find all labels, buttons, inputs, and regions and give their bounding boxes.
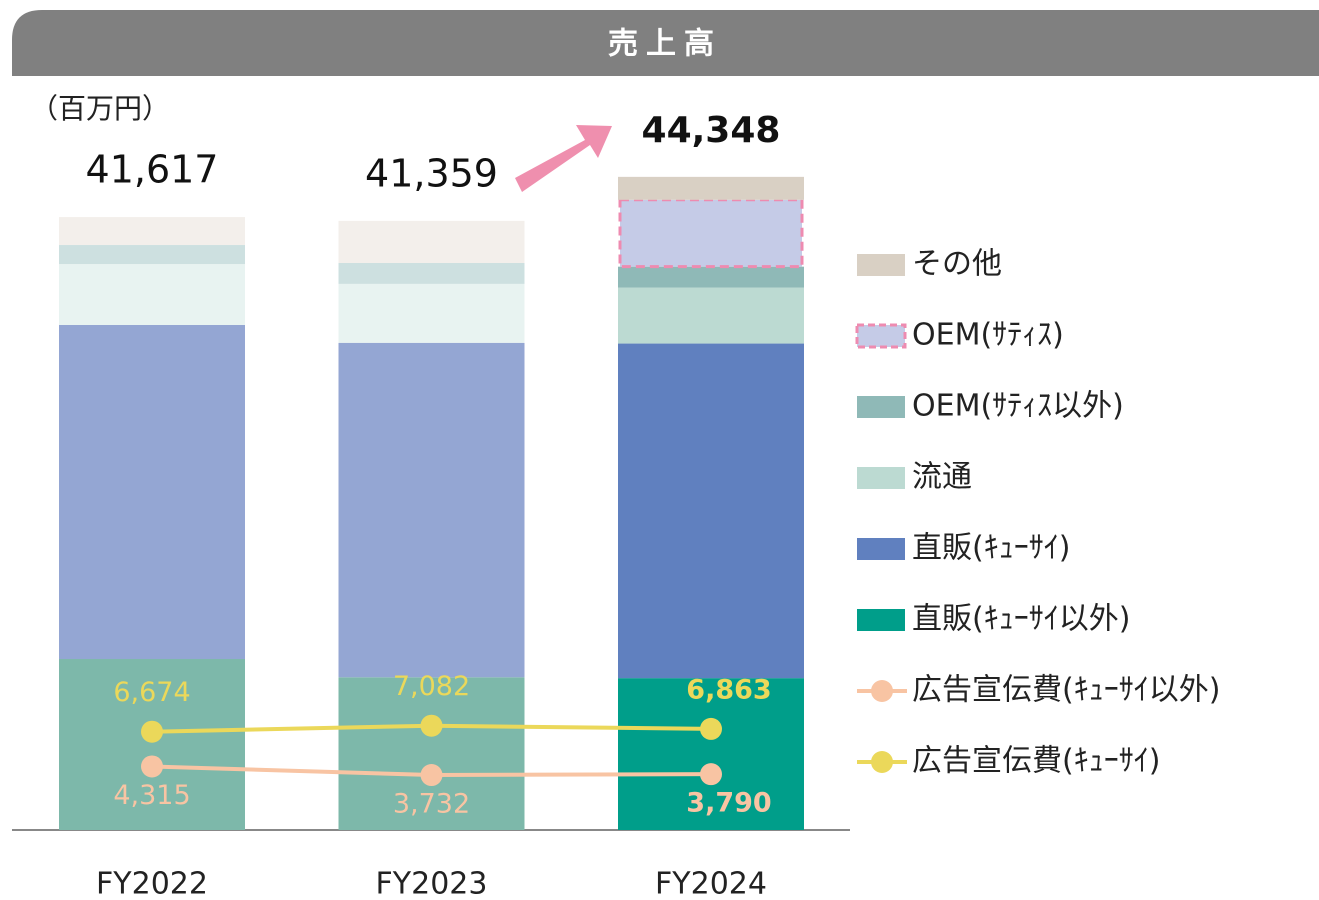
legend-swatch xyxy=(857,396,905,418)
line-point xyxy=(420,714,443,737)
bar-segment xyxy=(338,220,525,263)
data-label: 4,315 xyxy=(113,780,190,811)
bar-segment xyxy=(618,343,804,679)
legend-swatch xyxy=(857,254,905,276)
legend-label: 直販(ｷｭｰｻｲ以外) xyxy=(912,602,1130,637)
x-tick-label: FY2022 xyxy=(96,867,208,900)
legend-label: OEM(ｻﾃｨｽ) xyxy=(912,318,1064,353)
legend-marker xyxy=(871,680,893,702)
legend-swatch xyxy=(857,609,905,631)
line-point xyxy=(141,720,163,743)
legend-swatch xyxy=(857,467,905,489)
bar-segment xyxy=(59,324,245,660)
line-point xyxy=(420,764,443,787)
x-tick-label: FY2024 xyxy=(655,867,767,900)
data-label: 6,674 xyxy=(113,677,190,708)
legend-swatch xyxy=(857,538,905,560)
bar-segment xyxy=(618,198,804,269)
data-label: 3,732 xyxy=(393,789,470,820)
legend-label: 直販(ｷｭｰｻｲ) xyxy=(912,531,1070,566)
legend-label: 広告宣伝費(ｷｭｰｻｲ以外) xyxy=(912,673,1220,708)
bar-segment xyxy=(338,283,525,343)
data-label: 7,082 xyxy=(393,671,470,702)
bar-segment xyxy=(59,264,245,325)
bar-segment xyxy=(59,245,245,265)
line-point xyxy=(700,717,722,740)
legend-label: その他 xyxy=(912,247,1002,282)
total-label: 44,348 xyxy=(642,110,781,151)
bar-segment xyxy=(59,217,245,246)
legend-label: OEM(ｻﾃｨｽ以外) xyxy=(912,389,1124,424)
data-label: 6,863 xyxy=(686,674,771,705)
total-label: 41,617 xyxy=(86,148,219,192)
bar-segment xyxy=(618,287,804,344)
bar-segment xyxy=(618,176,804,200)
x-tick-label: FY2023 xyxy=(376,867,488,900)
data-label: 3,790 xyxy=(686,788,771,819)
bar-segment xyxy=(338,342,525,678)
bar-segment xyxy=(338,262,525,284)
bar-segment xyxy=(59,659,245,830)
legend-label: 広告宣伝費(ｷｭｰｻｲ) xyxy=(912,744,1160,779)
bar-segment xyxy=(618,266,804,288)
legend-label: 流通 xyxy=(912,460,972,495)
total-label: 41,359 xyxy=(365,151,498,195)
bar-segment xyxy=(618,678,804,830)
growth-arrow xyxy=(515,125,612,192)
line-point xyxy=(700,763,722,786)
header-bar xyxy=(12,10,1319,76)
bar-segment xyxy=(338,677,525,830)
legend-swatch xyxy=(855,323,907,349)
unit-label: （百万円） xyxy=(30,92,170,125)
line-point xyxy=(141,755,163,778)
chart-title: 売上高 xyxy=(608,27,722,62)
legend-marker xyxy=(871,751,893,773)
